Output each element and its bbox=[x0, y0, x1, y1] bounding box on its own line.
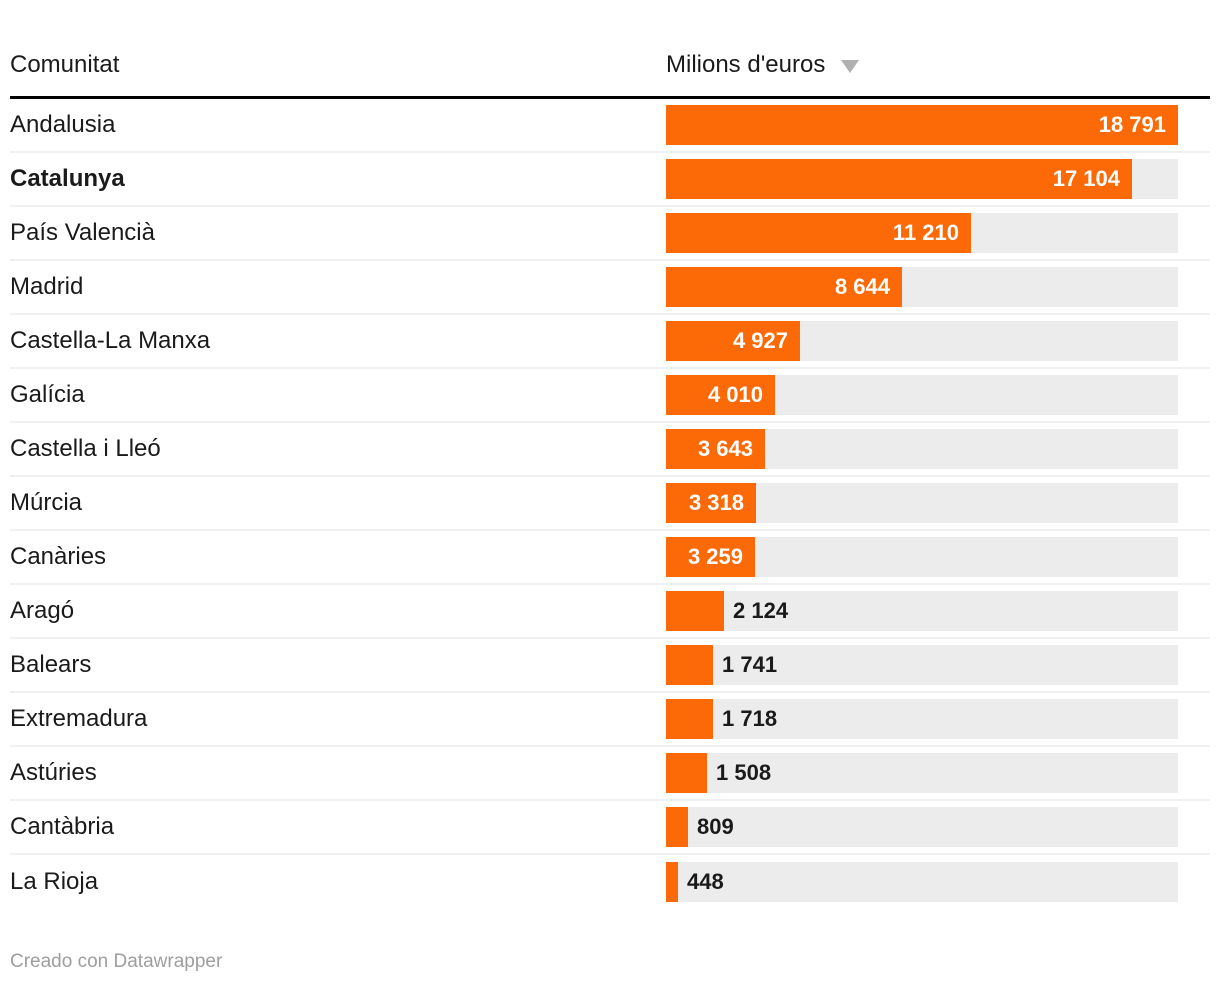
bar-track: 3 259 bbox=[666, 537, 1178, 577]
row-label: País Valencià bbox=[10, 219, 155, 246]
bar-value-label: 11 210 bbox=[892, 220, 959, 245]
row-label: Catalunya bbox=[10, 165, 125, 192]
bar-track: 8 644 bbox=[666, 267, 1178, 307]
row-label: Astúries bbox=[10, 759, 97, 786]
table-row: Cantàbria 809 bbox=[10, 801, 1210, 855]
bar-track: 3 318 bbox=[666, 483, 1178, 523]
row-label: Castella i Lleó bbox=[10, 435, 161, 462]
bar-track: 1 741 bbox=[666, 645, 1178, 685]
bar bbox=[666, 429, 765, 469]
bar bbox=[666, 213, 971, 253]
bar-value-label: 4 010 bbox=[707, 382, 763, 407]
table-row: Castella-La Manxa 4 927 bbox=[10, 315, 1210, 369]
row-label: Múrcia bbox=[10, 489, 83, 516]
bar-value-label: 448 bbox=[687, 869, 724, 894]
row-label: Aragó bbox=[10, 597, 75, 624]
row-label: Cantàbria bbox=[10, 813, 115, 840]
bar bbox=[666, 483, 756, 523]
bar-track: 17 104 bbox=[666, 159, 1178, 199]
bar bbox=[666, 645, 713, 685]
table-row: La Rioja 448 bbox=[10, 855, 1210, 909]
bar bbox=[666, 267, 902, 307]
bar bbox=[666, 321, 800, 361]
table-row: País Valencià 11 210 bbox=[10, 207, 1210, 261]
bar bbox=[666, 105, 1178, 145]
row-label: Extremadura bbox=[10, 705, 148, 732]
table-body: Andalusia 18 791 Catalunya 17 104 País V… bbox=[10, 99, 1210, 909]
row-label: Galícia bbox=[10, 381, 85, 408]
bar-value-label: 4 927 bbox=[732, 328, 788, 353]
bar-value-label: 3 643 bbox=[697, 436, 753, 461]
bar bbox=[666, 159, 1132, 199]
bar-track: 11 210 bbox=[666, 213, 1178, 253]
column-header-category: Comunitat bbox=[10, 51, 120, 78]
table-row: Castella i Lleó 3 643 bbox=[10, 423, 1210, 477]
bar-track: 4 927 bbox=[666, 321, 1178, 361]
bar bbox=[666, 699, 713, 739]
row-label: Balears bbox=[10, 651, 92, 678]
bar-track: 4 010 bbox=[666, 375, 1178, 415]
bar-track: 18 791 bbox=[666, 105, 1178, 145]
bar bbox=[666, 591, 724, 631]
bar-value-label: 17 104 bbox=[1052, 166, 1120, 191]
table-row: Aragó 2 124 bbox=[10, 585, 1210, 639]
table-row: Galícia 4 010 bbox=[10, 369, 1210, 423]
bar-value-label: 3 318 bbox=[688, 490, 744, 515]
bar-value-label: 3 259 bbox=[687, 544, 743, 569]
table-row: Múrcia 3 318 bbox=[10, 477, 1210, 531]
bar-value-label: 809 bbox=[697, 814, 734, 839]
bar bbox=[666, 375, 775, 415]
table-row: Madrid 8 644 bbox=[10, 261, 1210, 315]
bar-value-label: 18 791 bbox=[1098, 112, 1166, 137]
row-label: Castella-La Manxa bbox=[10, 327, 211, 354]
table-row: Balears 1 741 bbox=[10, 639, 1210, 693]
bar bbox=[666, 862, 678, 902]
bar-track: 3 643 bbox=[666, 429, 1178, 469]
table-row: Extremadura 1 718 bbox=[10, 693, 1210, 747]
bar-track: 1 508 bbox=[666, 753, 1178, 793]
bar-value-label: 1 508 bbox=[716, 760, 772, 785]
bar-track: 448 bbox=[666, 862, 1178, 902]
bar-value-label: 1 741 bbox=[722, 652, 778, 677]
table-row: Canàries 3 259 bbox=[10, 531, 1210, 585]
bar bbox=[666, 537, 755, 577]
bar-value-label: 8 644 bbox=[834, 274, 890, 299]
table-row: Andalusia 18 791 bbox=[10, 99, 1210, 153]
column-header-value-label: Milions d'euros bbox=[666, 51, 826, 78]
table-header: Comunitat Milions d'euros bbox=[10, 0, 1210, 99]
column-header-value[interactable]: Milions d'euros bbox=[666, 51, 860, 79]
table-row: Catalunya 17 104 bbox=[10, 153, 1210, 207]
bar-track: 1 718 bbox=[666, 699, 1178, 739]
bar-track: 2 124 bbox=[666, 591, 1178, 631]
row-label: Canàries bbox=[10, 543, 107, 570]
row-label: Andalusia bbox=[10, 111, 116, 138]
sort-descending-icon[interactable] bbox=[841, 60, 860, 73]
bar-value-label: 2 124 bbox=[733, 598, 789, 623]
table-row: Astúries 1 508 bbox=[10, 747, 1210, 801]
row-label: Madrid bbox=[10, 273, 84, 300]
bar-track: 809 bbox=[666, 807, 1178, 847]
bar-value-label: 1 718 bbox=[722, 706, 778, 731]
bar bbox=[666, 807, 688, 847]
datawrapper-credit: Creado con Datawrapper bbox=[10, 951, 223, 972]
bar bbox=[666, 753, 707, 793]
row-label: La Rioja bbox=[10, 868, 99, 895]
